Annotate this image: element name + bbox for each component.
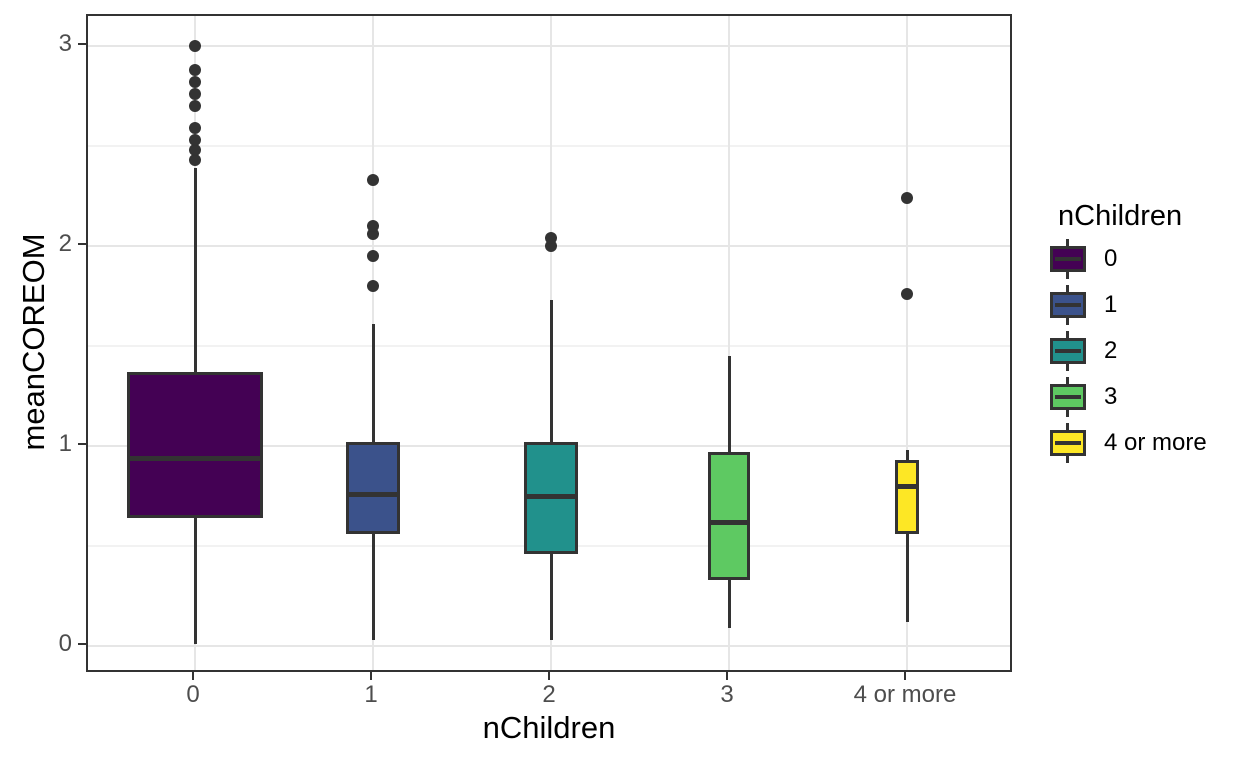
legend-label: 1 (1104, 291, 1118, 318)
y-tick-label: 0 (58, 630, 72, 657)
legend-key-whisker-icon (1066, 409, 1069, 417)
y-tick-label: 1 (58, 430, 72, 457)
y-tick-label: 2 (58, 230, 72, 257)
vertical-gridline (728, 16, 730, 670)
legend-key-median (1055, 257, 1081, 261)
outlier-point (189, 134, 201, 146)
legend-entry: 0 (1048, 239, 1207, 279)
outlier-point (189, 40, 201, 52)
outlier-point (545, 232, 557, 244)
y-tick-mark (78, 643, 86, 645)
x-tick-mark (370, 672, 372, 680)
y-tick-mark (78, 43, 86, 45)
outlier-point (189, 88, 201, 100)
y-tick-mark (78, 443, 86, 445)
legend-key-boxplot-glyph (1048, 423, 1088, 463)
box-0 (127, 372, 263, 518)
legend-key-boxplot-glyph (1048, 285, 1088, 325)
legend-key-whisker-icon (1066, 423, 1069, 431)
minor-gridline (88, 345, 1010, 347)
legend-key-whisker-icon (1066, 377, 1069, 385)
legend-entries: 0 1 2 3 4 or more (1048, 239, 1207, 463)
outlier-point (189, 144, 201, 156)
legend-key-whisker-icon (1066, 285, 1069, 293)
legend-entry: 4 or more (1048, 423, 1207, 463)
legend-entry: 2 (1048, 331, 1207, 371)
y-axis-title: meanCOREOM (16, 233, 51, 451)
y-tick-mark (78, 243, 86, 245)
x-tick-label: 0 (186, 681, 200, 708)
plot-panel (86, 14, 1012, 672)
outlier-point (367, 174, 379, 186)
outlier-point (189, 64, 201, 76)
x-tick-label: 1 (364, 681, 378, 708)
legend-label: 4 or more (1104, 429, 1207, 456)
legend-key-boxplot-glyph (1048, 377, 1088, 417)
legend-key-box (1050, 292, 1086, 318)
median-line (349, 492, 397, 497)
median-line (527, 494, 575, 499)
legend-key-median (1055, 441, 1081, 445)
legend-entry: 1 (1048, 285, 1207, 325)
legend-key-whisker-icon (1066, 455, 1069, 463)
outlier-point (367, 250, 379, 262)
median-line (898, 484, 916, 489)
major-gridline (88, 645, 1010, 647)
legend-key-whisker-icon (1066, 271, 1069, 279)
minor-gridline (88, 145, 1010, 147)
legend-key-boxplot-glyph (1048, 239, 1088, 279)
legend-entry: 3 (1048, 377, 1207, 417)
x-tick-mark (904, 672, 906, 680)
x-tick-mark (548, 672, 550, 680)
x-axis-title: nChildren (482, 710, 616, 745)
major-gridline (88, 45, 1010, 47)
outlier-point (367, 280, 379, 292)
outlier-point (189, 154, 201, 166)
legend-key-whisker-icon (1066, 317, 1069, 325)
outlier-point (189, 76, 201, 88)
box-4-or-more (895, 460, 919, 534)
legend-label: 0 (1104, 245, 1118, 272)
legend-key-median (1055, 349, 1081, 353)
box-3 (708, 452, 750, 580)
legend-key-boxplot-glyph (1048, 331, 1088, 371)
box-1 (346, 442, 400, 534)
median-line (130, 456, 260, 461)
legend-key-median (1055, 395, 1081, 399)
outlier-point (901, 192, 913, 204)
y-tick-label: 3 (58, 30, 72, 57)
x-tick-label: 2 (542, 681, 556, 708)
median-line (711, 520, 747, 525)
legend-key-whisker-icon (1066, 239, 1069, 247)
legend-label: 3 (1104, 383, 1118, 410)
legend: nChildren 0 1 2 3 4 or more (1048, 200, 1207, 463)
outlier-point (189, 122, 201, 134)
legend-key-median (1055, 303, 1081, 307)
legend-title: nChildren (1058, 200, 1183, 232)
legend-label: 2 (1104, 337, 1118, 364)
legend-key-whisker-icon (1066, 331, 1069, 339)
outlier-point (901, 288, 913, 300)
x-tick-label: 4 or more (853, 681, 957, 708)
outlier-point (367, 220, 379, 232)
outlier-point (189, 100, 201, 112)
legend-key-whisker-icon (1066, 363, 1069, 371)
x-tick-mark (726, 672, 728, 680)
vertical-gridline (906, 16, 908, 670)
x-tick-mark (192, 672, 194, 680)
x-tick-label: 3 (720, 681, 734, 708)
whisker-line (905, 450, 909, 622)
